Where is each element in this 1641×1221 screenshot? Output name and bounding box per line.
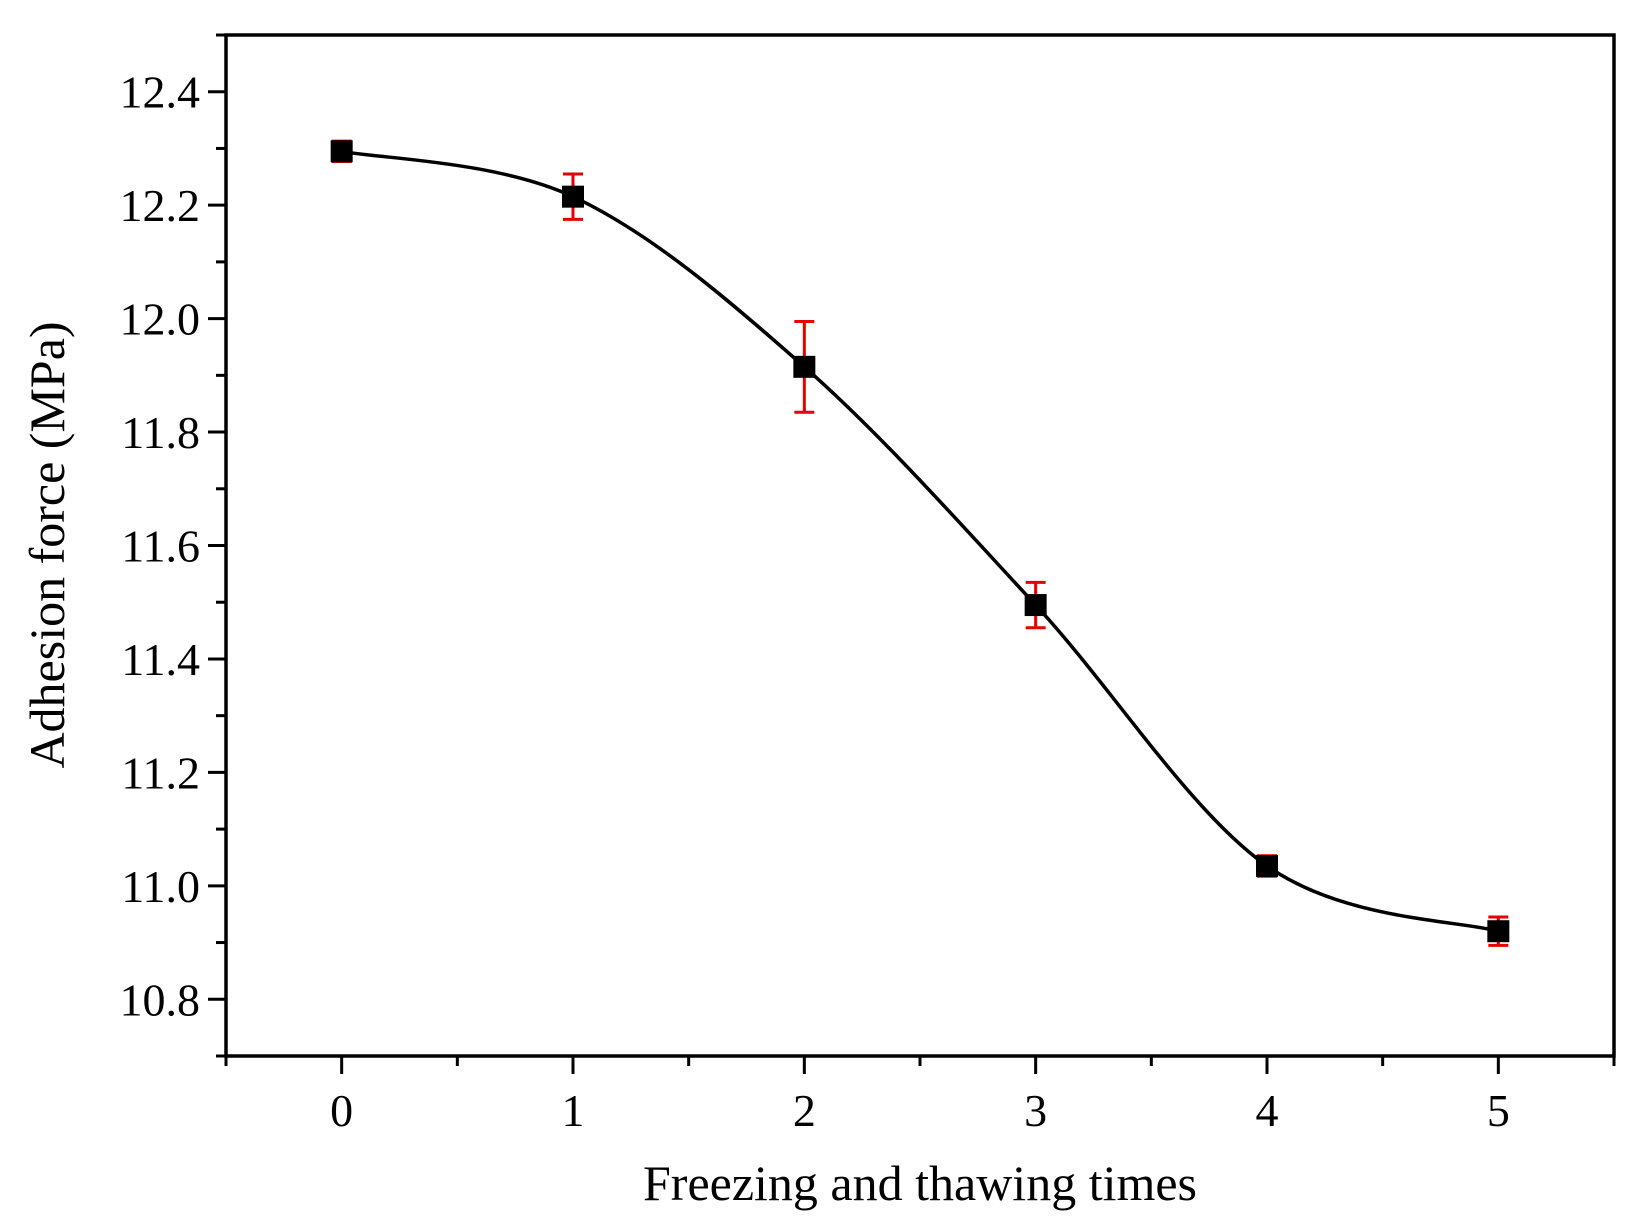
x-tick-label: 2 xyxy=(793,1085,816,1136)
error-bars xyxy=(331,139,1509,947)
x-axis-label: Freezing and thawing times xyxy=(643,1155,1197,1211)
x-tick-label: 0 xyxy=(330,1085,353,1136)
y-tick-label: 12.0 xyxy=(120,294,201,345)
y-tick-label: 11.6 xyxy=(121,521,200,572)
data-markers xyxy=(330,140,1510,943)
y-tick-label: 12.2 xyxy=(120,180,201,231)
y-tick-label: 11.4 xyxy=(121,634,200,685)
data-point xyxy=(1024,594,1047,617)
y-tick-labels: 10.8 11.0 11.2 11.4 11.6 11.8 12.0 12.2 12.4 xyxy=(120,67,201,1026)
y-tick-label: 12.4 xyxy=(120,67,201,118)
data-point xyxy=(793,355,816,378)
data-point xyxy=(1256,854,1278,877)
data-point xyxy=(330,140,353,163)
plot-frame xyxy=(224,33,1616,1058)
x-tick-label: 5 xyxy=(1487,1085,1510,1136)
y-tick-label: 11.0 xyxy=(121,861,200,912)
x-tick-label: 3 xyxy=(1024,1085,1047,1136)
y-tick-label: 11.2 xyxy=(121,747,200,798)
y-tick-label: 10.8 xyxy=(120,974,201,1025)
x-tick-labels: 0 1 2 3 4 5 xyxy=(330,1085,1510,1136)
data-point xyxy=(1487,920,1510,943)
data-point xyxy=(562,185,584,208)
fit-curve xyxy=(341,149,1499,933)
x-tick-label: 4 xyxy=(1256,1085,1279,1136)
y-axis-label: Adhesion force (MPa) xyxy=(19,321,75,768)
axis-ticks xyxy=(208,33,1616,1074)
x-tick-label: 1 xyxy=(562,1085,585,1136)
y-tick-label: 11.8 xyxy=(121,407,200,458)
